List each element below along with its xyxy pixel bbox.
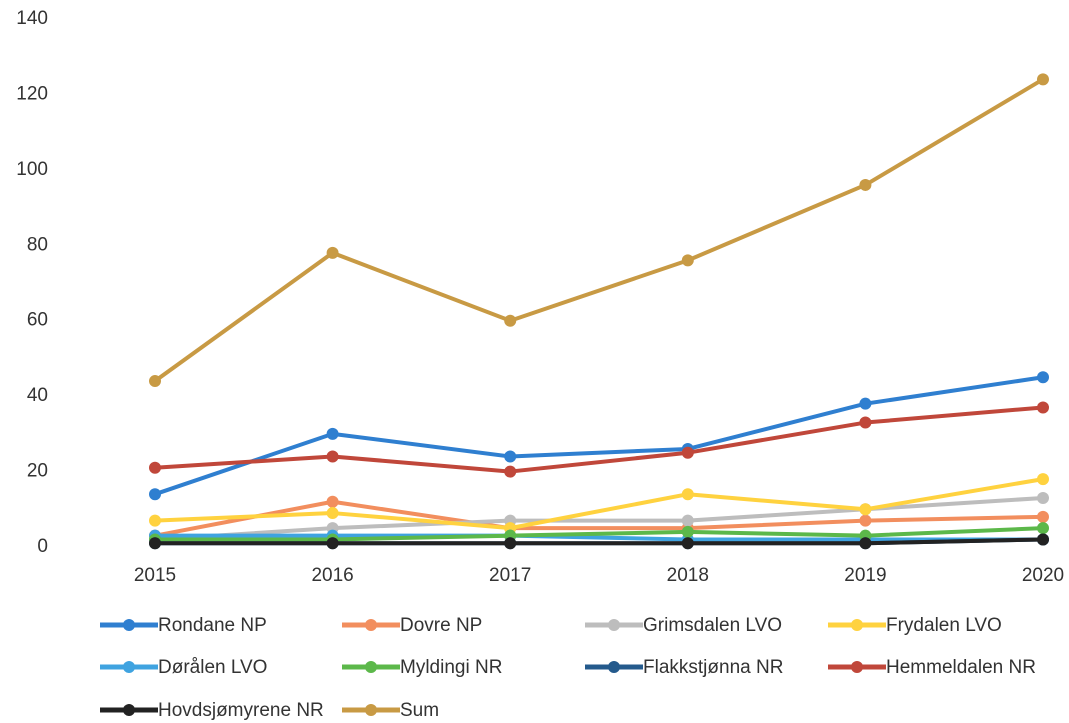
y-tick-label: 80: [27, 234, 48, 255]
legend-label: Dørålen LVO: [158, 657, 267, 678]
point: [504, 450, 517, 463]
y-tick-label: 40: [27, 385, 48, 406]
point: [859, 178, 872, 191]
x-tick-label: 2020: [1022, 565, 1064, 586]
legend-marker: [608, 619, 620, 631]
x-tick-label: 2017: [489, 565, 531, 586]
point: [149, 461, 161, 474]
legend-label: Frydalen LVO: [886, 615, 1002, 636]
point: [149, 514, 161, 527]
y-tick-label: 100: [16, 159, 48, 180]
series-line: [154, 477, 1044, 531]
y-tick-label: 140: [16, 8, 48, 29]
point: [326, 495, 339, 508]
point: [859, 537, 872, 550]
series-line: [155, 533, 1043, 542]
series-line: [154, 495, 1044, 542]
x-tick-label: 2016: [311, 565, 353, 586]
y-tick-label: 20: [27, 461, 48, 482]
x-tick-label: 2018: [667, 565, 709, 586]
point: [1037, 491, 1049, 504]
legend-marker: [365, 619, 377, 631]
legend-label: Rondane NP: [158, 615, 267, 636]
point: [1037, 473, 1049, 486]
x-tick-label: 2019: [844, 565, 886, 586]
point: [504, 465, 517, 478]
point: [149, 488, 161, 501]
y-tick-label: 60: [27, 310, 48, 331]
point: [859, 503, 872, 516]
point: [859, 397, 872, 410]
legend-label: Hovdsjømyrene NR: [158, 700, 324, 721]
point: [681, 446, 694, 459]
point: [859, 514, 872, 527]
point: [504, 537, 517, 550]
point: [149, 375, 161, 388]
legend-label: Grimsdalen LVO: [643, 615, 782, 636]
legend-marker: [123, 704, 135, 716]
legend-marker: [365, 704, 377, 716]
point: [1037, 401, 1049, 414]
point: [326, 450, 339, 463]
legend-marker: [123, 661, 135, 673]
legend-marker: [123, 619, 135, 631]
point: [326, 537, 339, 550]
legend-marker: [851, 619, 863, 631]
point: [1037, 533, 1049, 546]
series-line: [154, 405, 1044, 474]
series-line: [155, 526, 1044, 542]
point: [149, 537, 161, 550]
series-line: [155, 537, 1044, 546]
point: [681, 254, 694, 267]
legend-label: Flakkstjønna NR: [643, 657, 783, 678]
y-tick-label: 0: [37, 536, 48, 557]
legend-marker: [851, 661, 863, 673]
point: [326, 427, 339, 440]
legend-label: Myldingi NR: [400, 657, 502, 678]
legend-label: Sum: [400, 700, 439, 721]
series-line: [154, 499, 1044, 538]
legend-marker: [608, 661, 620, 673]
point: [681, 488, 694, 501]
x-tick-label: 2015: [134, 565, 176, 586]
legend-marker: [365, 661, 377, 673]
point: [859, 416, 872, 429]
point: [326, 507, 339, 520]
point: [1037, 510, 1049, 523]
legend-label: Hemmeldalen NR: [886, 657, 1036, 678]
series-line: [153, 77, 1045, 383]
y-tick-label: 120: [16, 83, 48, 104]
series-line: [154, 375, 1044, 497]
legend-label: Dovre NP: [400, 615, 482, 636]
point: [1037, 371, 1049, 384]
point: [681, 514, 694, 527]
point: [681, 525, 694, 538]
point: [1037, 522, 1049, 535]
point: [681, 537, 694, 550]
point: [326, 246, 339, 259]
point: [504, 314, 517, 327]
point: [1037, 73, 1049, 86]
